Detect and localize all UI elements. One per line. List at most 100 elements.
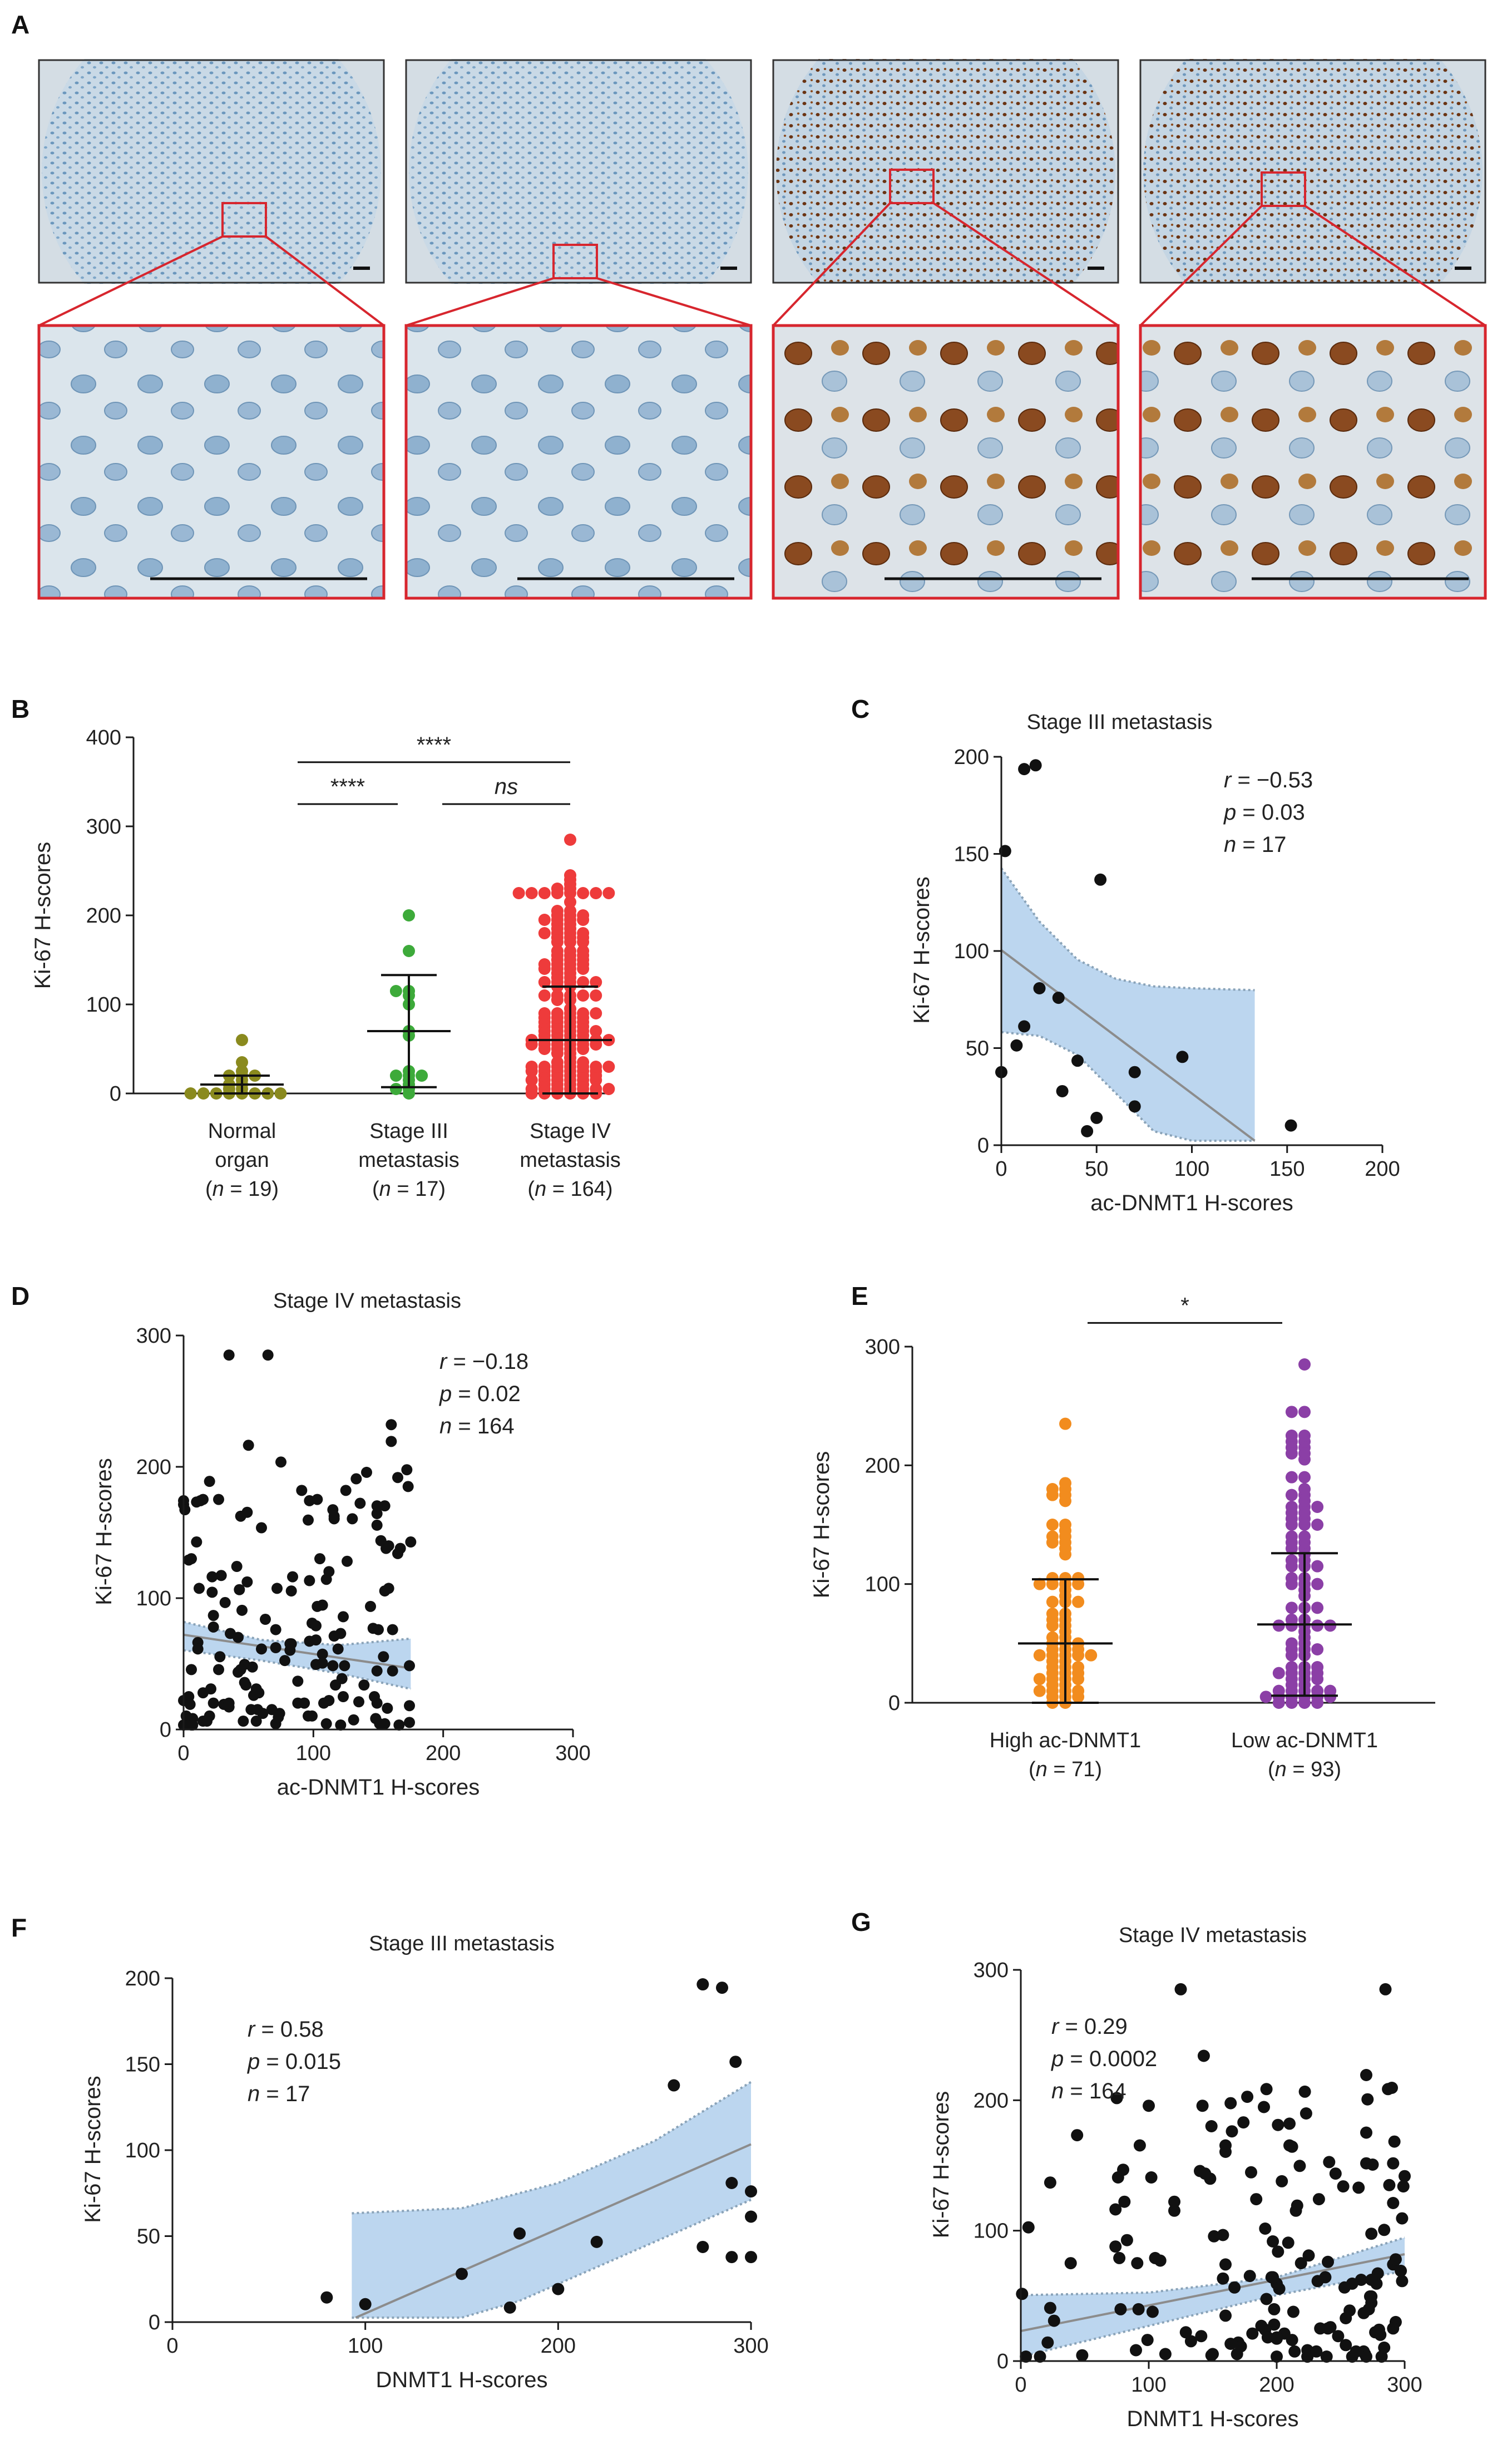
data-point [338, 1611, 349, 1623]
data-point [238, 1716, 249, 1727]
data-point [1217, 2272, 1229, 2285]
data-point [184, 1698, 196, 1710]
y-axis-label: Ki-67 H-scores [92, 1458, 116, 1605]
data-point [1312, 2193, 1325, 2206]
data-point [287, 1571, 298, 1583]
data-point [1365, 2228, 1378, 2240]
data-point [1237, 2116, 1250, 2129]
data-point [590, 2235, 603, 2248]
data-point [1295, 2257, 1307, 2270]
chart-g: G Stage IV metastasis 0 100 200 300 0 100 200 300… [851, 1908, 1422, 2431]
data-point [1130, 2344, 1142, 2357]
data-point [1226, 2125, 1238, 2138]
data-point [564, 905, 576, 917]
data-point [1360, 2126, 1372, 2139]
data-point [590, 1083, 602, 1095]
data-point [271, 1583, 283, 1594]
confidence-band [1021, 2238, 1405, 2357]
chart-title: Stage IV metastasis [273, 1289, 461, 1313]
data-point [1332, 2330, 1345, 2343]
data-point [538, 1007, 551, 1019]
panel-letter-g: G [851, 1908, 871, 1936]
data-point [320, 1718, 332, 1729]
significance-label: **** [417, 733, 451, 757]
data-point [1128, 1066, 1141, 1078]
data-point [1046, 1631, 1059, 1644]
data-point [1285, 1430, 1298, 1442]
data-point [1113, 2251, 1126, 2264]
chart-x-tick-label: 100 [1131, 2373, 1166, 2397]
data-point [1033, 1684, 1046, 1697]
group-label: metastasis [520, 1149, 621, 1172]
data-point [1046, 1519, 1059, 1531]
data-point [361, 1466, 372, 1478]
data-point [538, 887, 551, 899]
data-point [513, 2227, 526, 2240]
data-point [1282, 2236, 1295, 2249]
data-point [1260, 2083, 1273, 2096]
data-point [1311, 1661, 1324, 1673]
data-point [1046, 1572, 1059, 1584]
group-label: (n = 93) [1268, 1758, 1341, 1781]
data-point [1362, 2303, 1375, 2315]
data-point [187, 1719, 199, 1731]
data-point [551, 1056, 564, 1068]
data-point [1323, 2156, 1336, 2169]
data-point [1267, 2271, 1279, 2284]
data-point [1314, 2322, 1327, 2335]
data-point [192, 1643, 204, 1655]
data-point [304, 1495, 315, 1506]
data-point [1159, 2348, 1172, 2360]
tissue-core [1143, 2, 1483, 341]
chart-y-tick-label: 200 [86, 904, 121, 928]
data-point [1322, 2255, 1334, 2268]
chart-x-tick-label: 0 [1015, 2373, 1026, 2397]
data-point [1288, 2345, 1301, 2358]
data-point [1272, 1684, 1285, 1697]
data-point [256, 1522, 267, 1534]
data-point [1311, 1501, 1324, 1513]
y-axis-label: Ki-67 H-scores [81, 2076, 105, 2223]
confidence-lower [1020, 2269, 1405, 2358]
data-point [1287, 2305, 1300, 2318]
data-point [1298, 1530, 1311, 1543]
data-point [340, 1485, 352, 1496]
data-point [1261, 2331, 1274, 2344]
data-point [1285, 1601, 1298, 1614]
data-point [1056, 1085, 1069, 1097]
stat-r: r = 0.29 [1051, 2014, 1128, 2039]
data-point [236, 1065, 248, 1077]
data-point [590, 976, 602, 988]
stat-r: r = −0.18 [439, 1349, 528, 1374]
data-point [538, 958, 551, 970]
data-point [1145, 2171, 1158, 2184]
chart-b: B 0 100 200 300 400 Ki-67 H-scores Normal organ (… [11, 694, 621, 1201]
data-point [239, 1677, 250, 1688]
chart-x-tick-label: 300 [1387, 2373, 1422, 2397]
data-point [1268, 2318, 1281, 2331]
data-point [214, 1651, 226, 1663]
chart-x-tick-label: 200 [426, 1742, 461, 1765]
stat-p: p = 0.02 [439, 1382, 521, 1406]
data-point [389, 1070, 402, 1082]
data-point [1310, 2345, 1323, 2358]
data-point [1272, 2118, 1284, 2131]
data-point [1224, 2097, 1237, 2110]
data-point [402, 1481, 414, 1492]
chart-y-tick-label: 50 [966, 1037, 989, 1061]
data-point [1311, 1684, 1324, 1697]
mask-top [1139, 0, 1486, 59]
data-point [551, 945, 564, 957]
data-point [1285, 1471, 1298, 1484]
data-point [1271, 2331, 1283, 2344]
data-point [270, 1642, 281, 1653]
confidence-upper [352, 2081, 752, 2215]
data-point [215, 1570, 227, 1581]
data-point [538, 927, 551, 939]
data-point [219, 1596, 231, 1608]
data-point [1052, 992, 1065, 1004]
chart-x-tick-label: 200 [1259, 2373, 1294, 2397]
data-point [256, 1643, 267, 1655]
stat-n: n = 164 [439, 1414, 515, 1438]
data-point [1072, 1572, 1085, 1584]
